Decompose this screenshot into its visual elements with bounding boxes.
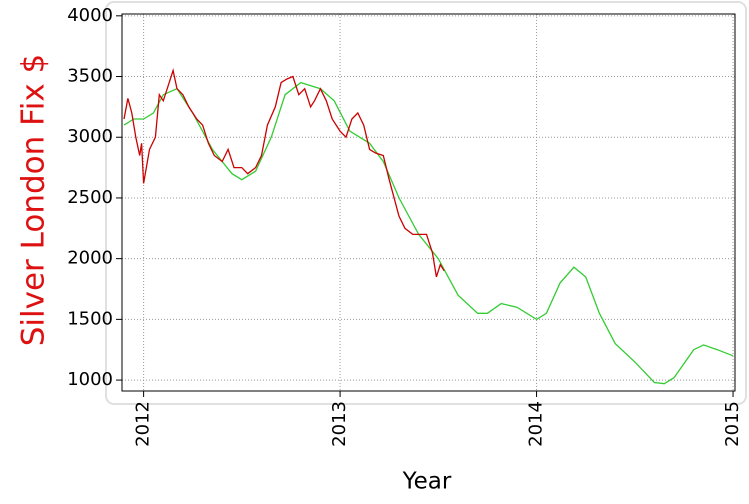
series-line <box>123 67 445 278</box>
y-tick-label: 3000 <box>67 126 113 147</box>
y-tick-label: 4000 <box>67 5 113 26</box>
y-tick-label: 2500 <box>67 187 113 208</box>
panel-frame <box>105 1 747 405</box>
x-tick-label: 2013 <box>329 401 350 447</box>
y-tick-label: 3500 <box>67 66 113 87</box>
x-tick-label: 2014 <box>526 401 547 447</box>
x-axis-label: Year <box>402 469 452 495</box>
x-tick-label: 2015 <box>722 401 743 447</box>
y-tick-label: 1500 <box>67 308 113 329</box>
y-axis-label: Silver London Fix $ <box>16 54 52 347</box>
x-tick-label: 2012 <box>133 401 154 447</box>
y-tick-label: 1000 <box>67 369 113 390</box>
y-tick-label: 2000 <box>67 248 113 269</box>
plot-border <box>121 13 736 392</box>
plot-area <box>122 14 735 391</box>
